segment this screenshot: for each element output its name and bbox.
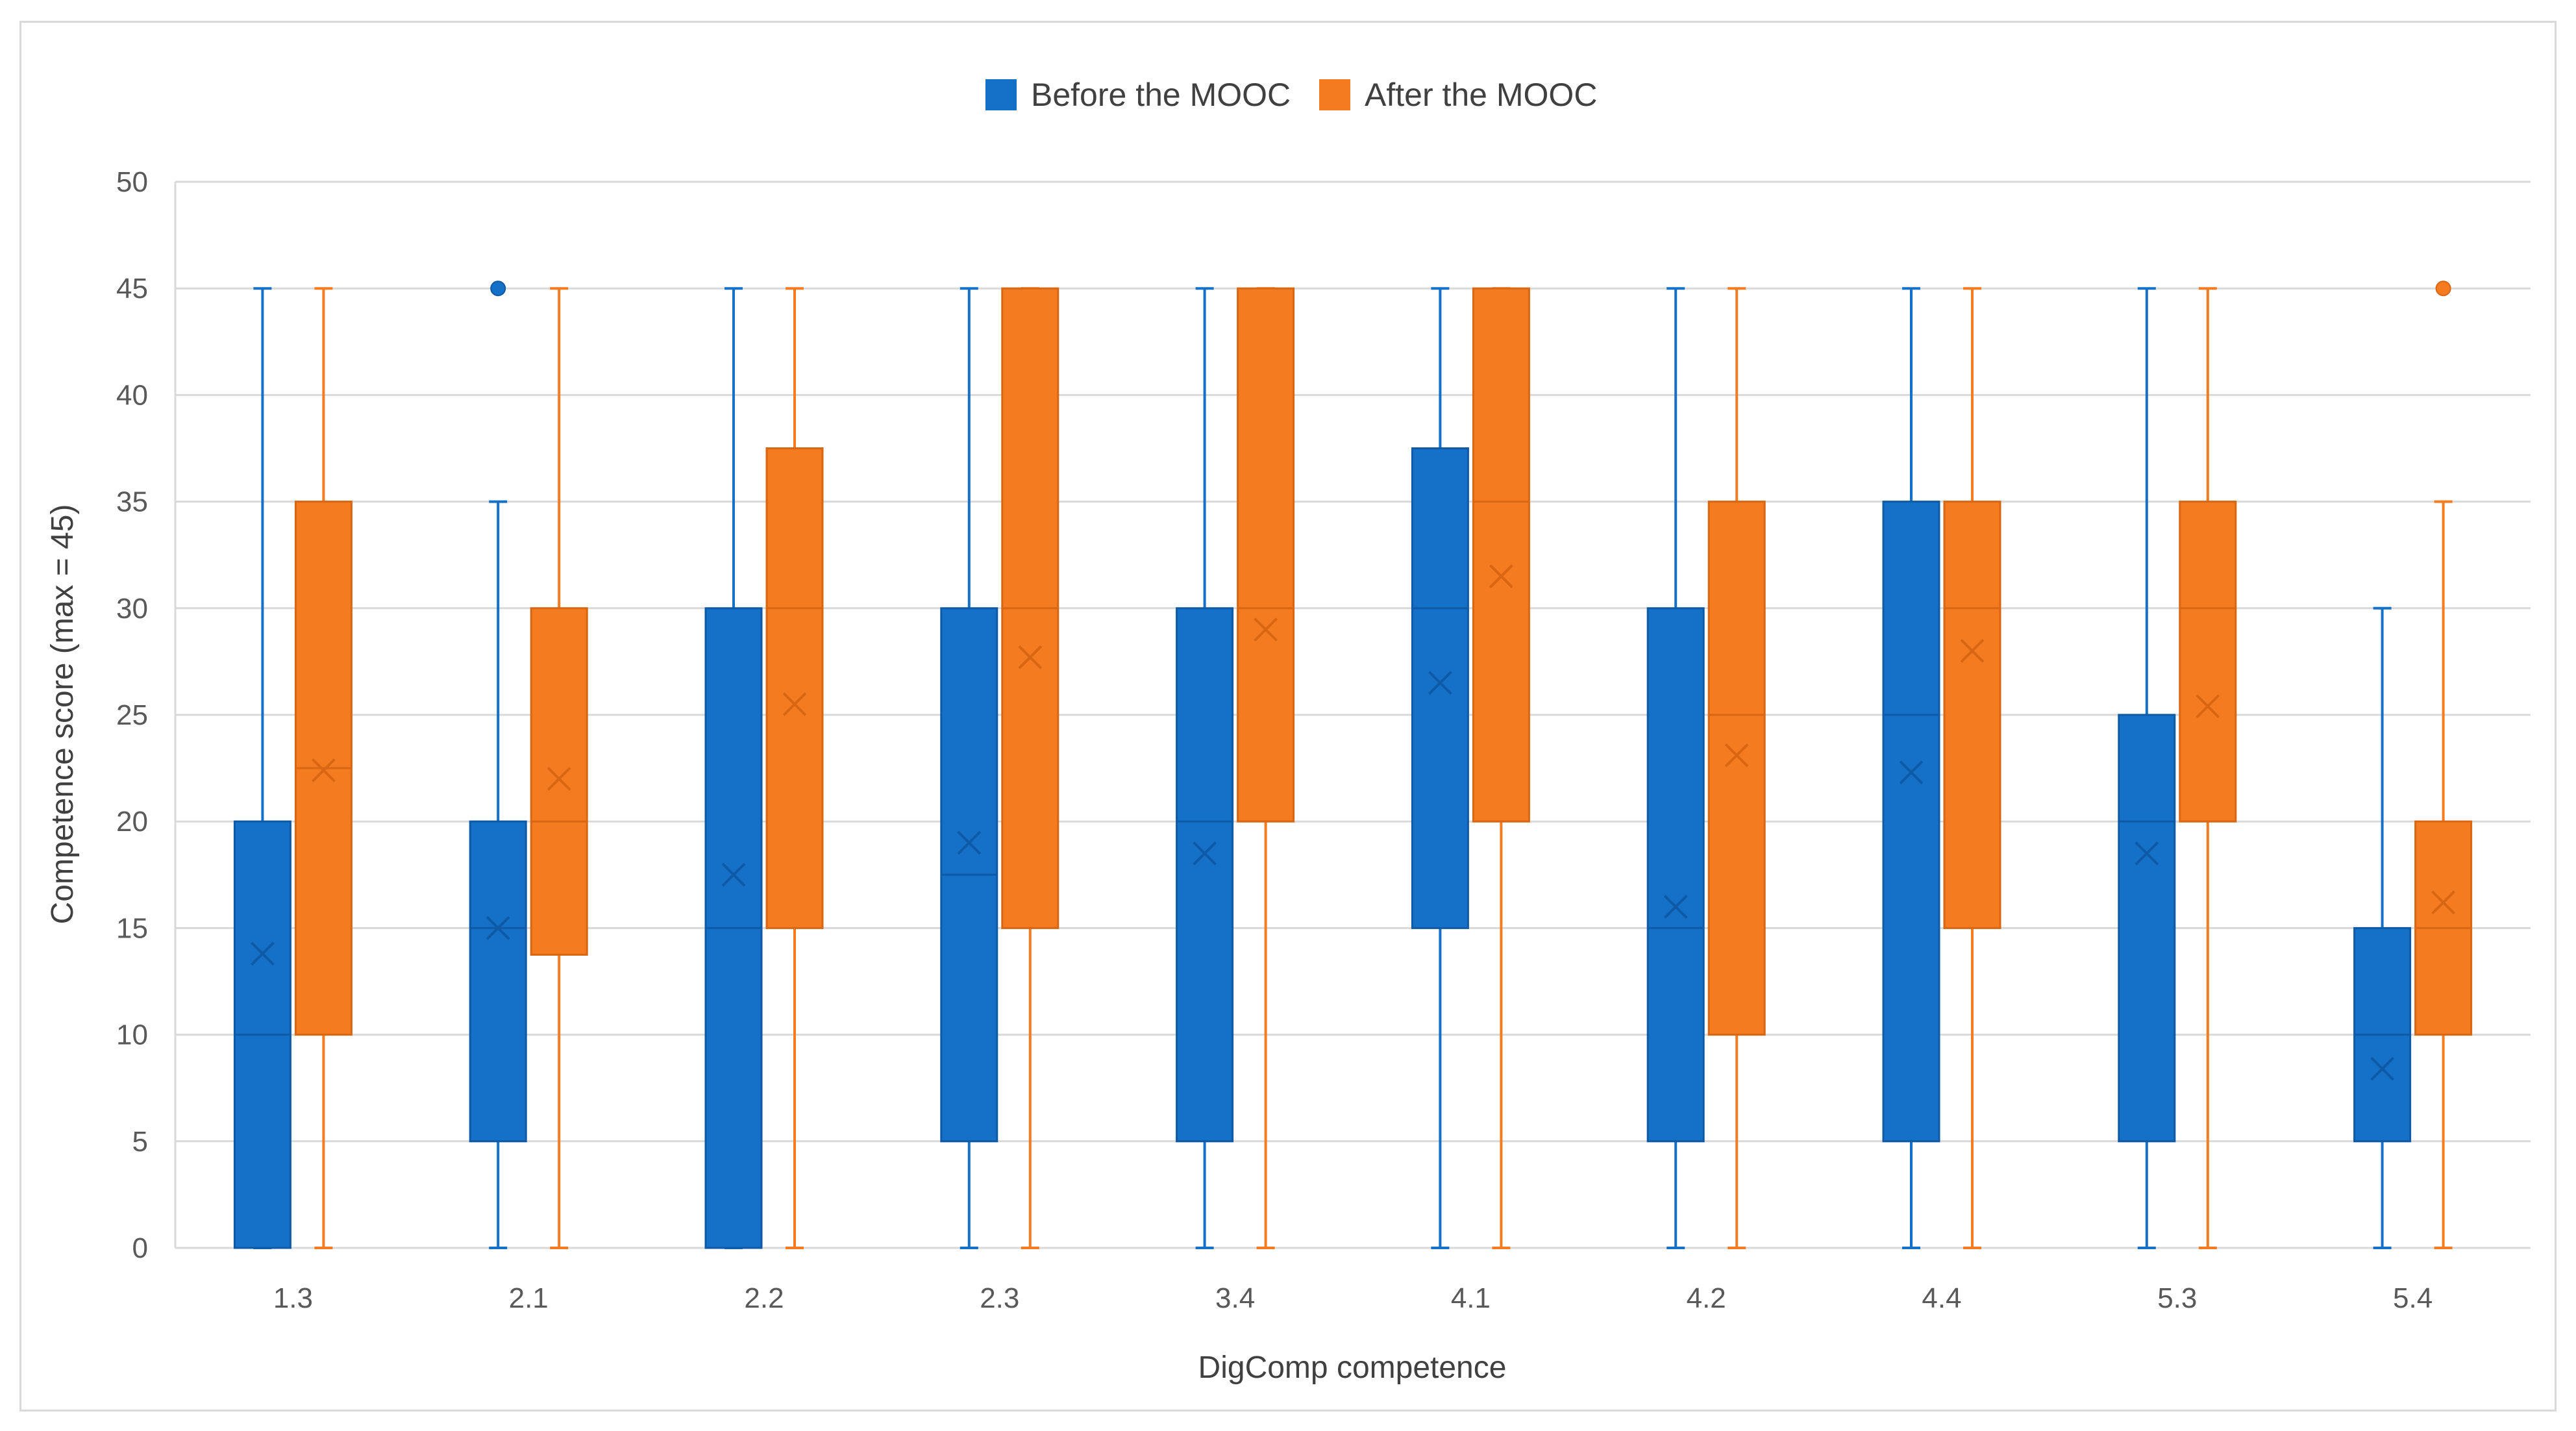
x-tick-label-4.4: 4.4 <box>1922 1282 1961 1314</box>
mean-marker <box>2370 1056 2395 1081</box>
box-after-5.3 <box>2179 287 2237 1249</box>
y-tick-label: 15 <box>116 912 148 944</box>
iqr-box <box>469 820 527 1143</box>
iqr-box <box>1707 501 1766 1036</box>
iqr-box <box>1882 501 1940 1143</box>
mean-marker <box>1428 671 1452 695</box>
box-after-4.1 <box>1472 287 1530 1249</box>
mean-marker <box>250 941 275 966</box>
box-before-5.4 <box>2353 606 2412 1249</box>
y-tick-label: 20 <box>116 806 148 838</box>
y-axis-ticks: 0 5 10 15 20 25 30 35 40 45 50 <box>116 166 148 1264</box>
mean-marker <box>1899 760 1924 785</box>
box-before-2.2 <box>704 287 763 1249</box>
x-axis-ticks: 1.3 2.1 2.2 2.3 3.4 4.1 4.2 4.4 5.3 5.4 <box>273 1282 2433 1314</box>
x-tick-label-2.3: 2.3 <box>980 1282 1019 1314</box>
boxes <box>233 280 2473 1249</box>
y-tick-label: 0 <box>132 1232 148 1264</box>
mean-marker <box>486 915 510 940</box>
mean-marker <box>1960 639 1985 663</box>
y-tick-label: 40 <box>116 379 148 411</box>
x-tick-label-5.4: 5.4 <box>2393 1282 2433 1314</box>
outlier-point <box>2435 280 2451 297</box>
mean-marker <box>1489 564 1513 588</box>
legend-swatch-after <box>1319 79 1350 110</box>
y-tick-label: 25 <box>116 699 148 731</box>
mean-marker <box>2135 841 2159 865</box>
iqr-box <box>2179 501 2237 823</box>
iqr-box <box>1943 501 2001 929</box>
mean-marker <box>1193 841 1217 865</box>
box-after-2.2 <box>765 287 824 1249</box>
box-after-4.4 <box>1943 287 2001 1249</box>
iqr-box <box>2118 714 2176 1143</box>
mean-marker <box>721 862 746 887</box>
iqr-box <box>530 607 588 956</box>
mean-marker <box>311 758 336 782</box>
mean-marker <box>1018 645 1043 669</box>
legend-label-after: After the MOOC <box>1365 77 1597 113</box>
box-after-4.2 <box>1707 287 1766 1249</box>
mean-marker <box>1663 895 1688 919</box>
y-tick-label: 45 <box>116 273 148 305</box>
mean-marker <box>2431 890 2456 915</box>
box-before-2.1 <box>469 280 527 1249</box>
x-tick-label-1.3: 1.3 <box>273 1282 313 1314</box>
iqr-box <box>1411 447 1469 929</box>
x-tick-label-5.3: 5.3 <box>2157 1282 2197 1314</box>
x-tick-label-2.2: 2.2 <box>744 1282 784 1314</box>
y-tick-label: 10 <box>116 1019 148 1051</box>
x-tick-label-4.2: 4.2 <box>1687 1282 1726 1314</box>
legend-swatch-before <box>985 79 1017 110</box>
box-before-5.3 <box>2118 287 2176 1249</box>
box-before-2.3 <box>940 287 998 1249</box>
gridlines <box>174 180 2531 1249</box>
legend: Before the MOOC After the MOOC <box>985 77 1597 113</box>
outlier-point <box>490 280 506 297</box>
x-tick-label-2.1: 2.1 <box>509 1282 549 1314</box>
mean-marker <box>547 767 571 791</box>
mean-marker <box>1724 743 1749 767</box>
legend-label-before: Before the MOOC <box>1031 77 1291 113</box>
box-before-1.3 <box>233 287 291 1249</box>
box-after-1.3 <box>294 287 353 1249</box>
box-after-2.1 <box>530 287 588 1249</box>
mean-marker <box>957 830 982 855</box>
box-after-5.4 <box>2414 280 2473 1249</box>
box-before-4.4 <box>1882 287 1940 1249</box>
box-after-3.4 <box>1237 287 1295 1249</box>
mean-marker <box>2196 694 2220 719</box>
iqr-box <box>1646 607 1705 1143</box>
y-tick-label: 30 <box>116 593 148 625</box>
box-after-2.3 <box>1001 287 1059 1249</box>
iqr-box <box>765 447 824 929</box>
box-before-4.1 <box>1411 287 1469 1249</box>
x-tick-label-3.4: 3.4 <box>1215 1282 1255 1314</box>
box-before-4.2 <box>1646 287 1705 1249</box>
y-tick-label: 50 <box>116 166 148 198</box>
iqr-box <box>1176 607 1234 1143</box>
x-tick-label-4.1: 4.1 <box>1451 1282 1491 1314</box>
iqr-box <box>1472 287 1530 823</box>
y-tick-label: 35 <box>116 486 148 518</box>
box-before-3.4 <box>1176 287 1234 1249</box>
y-tick-label: 5 <box>132 1126 148 1158</box>
mean-marker <box>1254 617 1278 642</box>
mean-marker <box>782 692 807 716</box>
x-axis-title: DigComp competence <box>1198 1350 1507 1385</box>
y-axis-title: Competence score (max = 45) <box>45 504 80 925</box>
iqr-box <box>1237 287 1295 823</box>
